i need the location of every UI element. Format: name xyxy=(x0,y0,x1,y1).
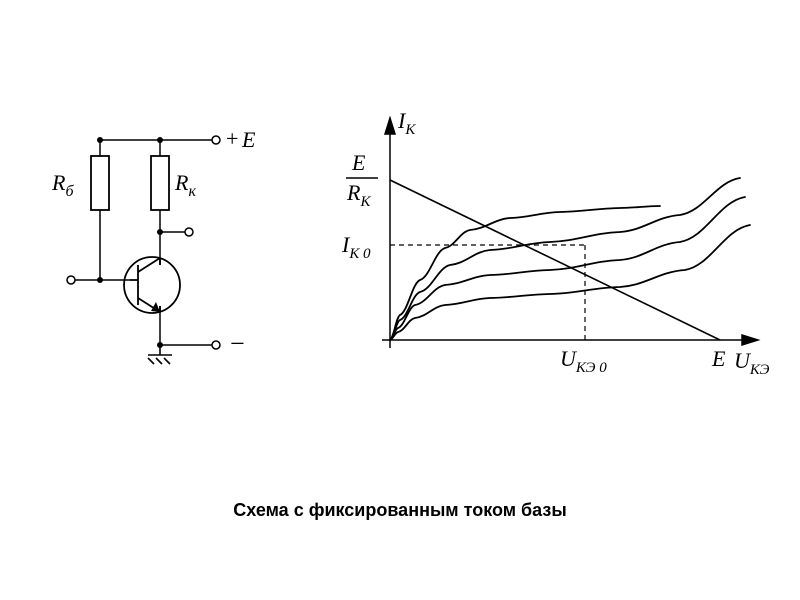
characteristic-curves xyxy=(390,178,750,340)
curve-3 xyxy=(390,225,750,340)
terminal-base xyxy=(67,276,75,284)
resistor-rk xyxy=(151,156,169,210)
svg-text:RК: RК xyxy=(346,180,371,210)
ik0-label: IК 0 xyxy=(341,232,371,262)
page: Rб Rк + E − xyxy=(0,0,800,600)
chart-labels: IК UКЭ E E RК IК 0 UКЭ 0 xyxy=(341,108,770,378)
label-plus: + xyxy=(226,126,238,151)
terminal-collector xyxy=(185,228,193,236)
label-e: E xyxy=(241,127,256,152)
transistor xyxy=(124,257,180,313)
chart: IК UКЭ E E RК IК 0 UКЭ 0 xyxy=(330,100,770,400)
schematic-svg: Rб Rк + E − xyxy=(40,120,260,390)
curve-1 xyxy=(390,178,740,340)
load-line xyxy=(390,180,720,340)
y-axis-label: IК xyxy=(397,108,416,138)
label-minus: − xyxy=(230,329,245,358)
svg-text:E: E xyxy=(351,150,366,175)
schematic: Rб Rк + E − xyxy=(40,120,260,390)
terminal-plus-e xyxy=(212,136,220,144)
terminal-minus xyxy=(212,341,220,349)
terminals xyxy=(67,136,220,349)
y-intercept-label: E RК xyxy=(346,150,378,210)
chart-svg: IК UКЭ E E RК IК 0 UКЭ 0 xyxy=(330,100,770,400)
label-rk: Rк xyxy=(174,170,196,200)
caption: Схема с фиксированным током базы xyxy=(0,500,800,521)
label-rb: Rб xyxy=(51,170,74,200)
curve-0 xyxy=(390,206,660,340)
x-intercept-label: E xyxy=(711,346,726,371)
resistor-rb xyxy=(91,156,109,210)
uke0-label: UКЭ 0 xyxy=(560,346,607,376)
axes xyxy=(382,118,758,348)
x-axis-label: UКЭ xyxy=(734,348,770,378)
